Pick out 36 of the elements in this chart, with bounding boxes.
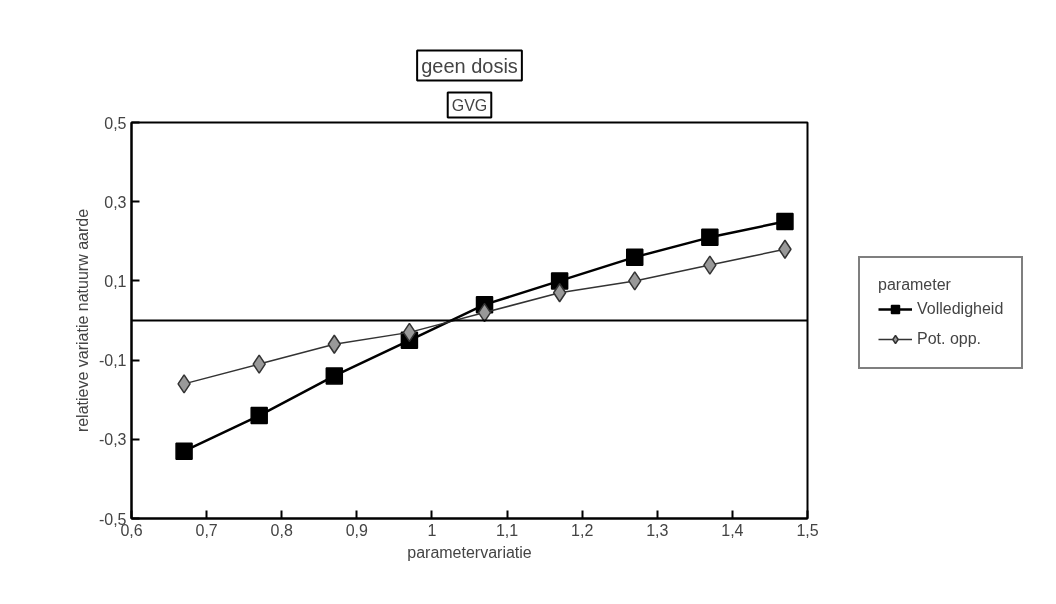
point [325, 367, 344, 385]
y-tick-label: 0,3 [104, 193, 127, 211]
point [327, 334, 342, 355]
x-tick-label: 0,8 [270, 521, 293, 539]
y-axis-title: relatieve variatie natuurw aarde [73, 208, 91, 433]
x-tick-label: 1,3 [646, 521, 669, 539]
legend-label: Volledigheid [917, 300, 1004, 318]
chart-title: geen dosis [421, 54, 518, 77]
point [778, 239, 792, 259]
x-tick-label: 1,4 [721, 521, 744, 539]
point [177, 374, 191, 394]
x-tick-label: 0,9 [345, 521, 369, 539]
x-tick-label: 1,2 [571, 521, 594, 539]
legend-title: parameter [878, 276, 952, 294]
point [627, 271, 642, 291]
y-tick-label: 0,5 [104, 114, 127, 132]
point [250, 406, 268, 425]
x-tick-label: 1 [427, 521, 437, 539]
point [477, 302, 492, 323]
x-tick-label: 0,7 [195, 521, 218, 539]
chart-subtitle: GVG [451, 96, 488, 114]
x-tick-label: 1,1 [495, 521, 519, 539]
point [776, 212, 794, 231]
point [625, 248, 644, 266]
point [701, 228, 719, 247]
point [175, 442, 193, 460]
y-tick-label: -0,1 [98, 352, 127, 370]
point [252, 354, 266, 374]
x-tick-label: 1,5 [796, 521, 819, 539]
x-axis-title: parametervariatie [407, 543, 532, 561]
legend-label: Pot. opp. [917, 330, 982, 348]
point [552, 283, 567, 303]
y-tick-label: -0,3 [98, 431, 127, 449]
point [402, 322, 417, 343]
point [703, 255, 717, 275]
y-tick-label: 0,1 [104, 272, 127, 290]
